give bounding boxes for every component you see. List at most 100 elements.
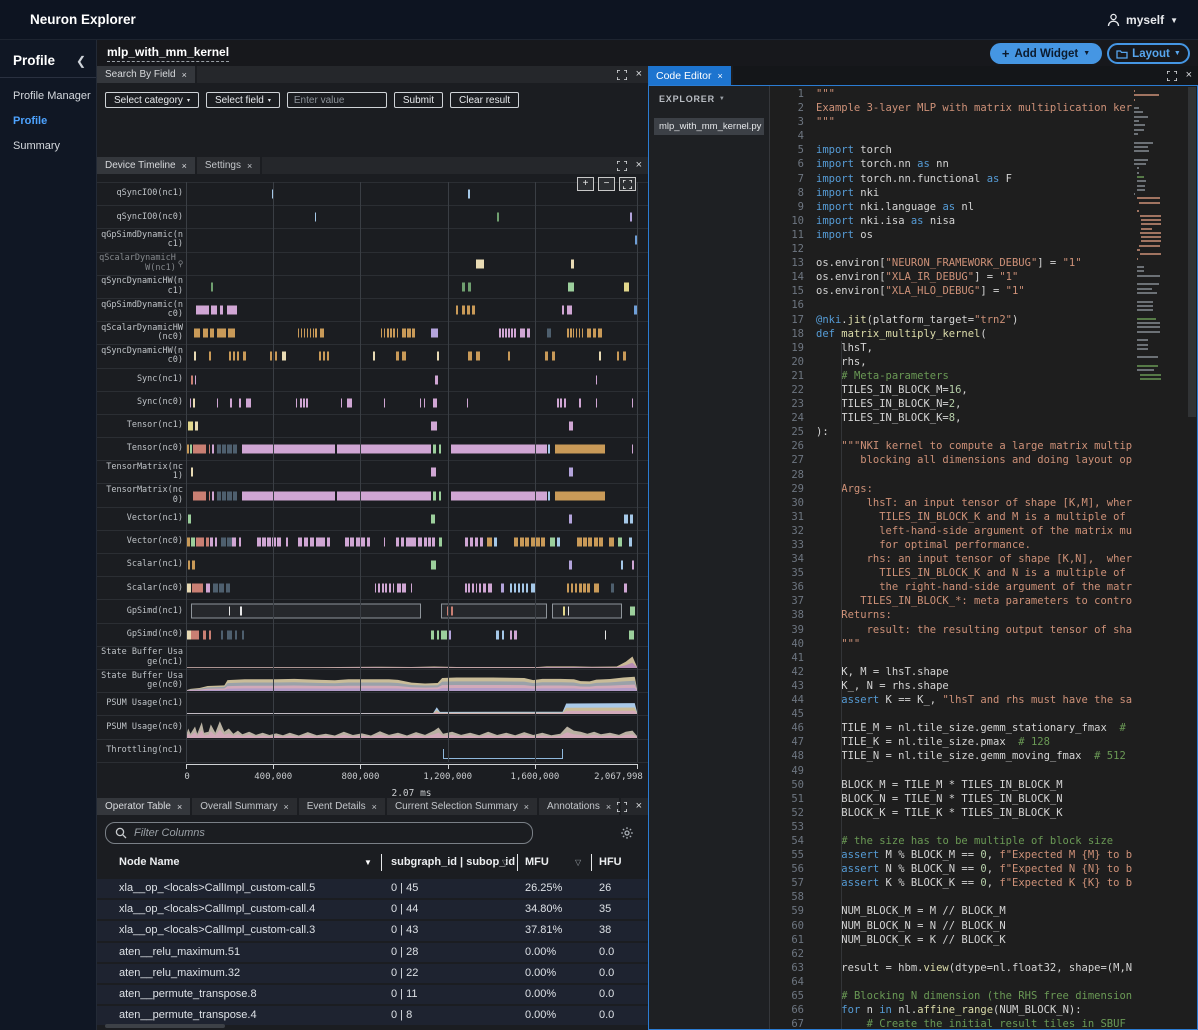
clear-result-button[interactable]: Clear result xyxy=(450,92,519,108)
timeline-track-plot[interactable] xyxy=(186,670,637,692)
timeline-event[interactable] xyxy=(536,537,540,546)
tab-annotations[interactable]: Annotations× xyxy=(539,798,621,815)
timeline-event[interactable] xyxy=(499,329,501,338)
timeline-event[interactable] xyxy=(397,329,399,338)
timeline-event[interactable] xyxy=(472,306,475,315)
tab-current-selection-summary[interactable]: Current Selection Summary× xyxy=(387,798,539,815)
timeline-event[interactable] xyxy=(514,630,516,639)
timeline-event[interactable] xyxy=(609,537,614,546)
timeline-event[interactable] xyxy=(548,491,551,500)
tab-close-icon[interactable]: × xyxy=(247,161,252,171)
tab-event-details[interactable]: Event Details× xyxy=(299,798,387,815)
timeline-event[interactable] xyxy=(401,537,404,546)
timeline-event[interactable] xyxy=(384,537,386,546)
timeline-event[interactable] xyxy=(433,491,436,500)
timeline-event[interactable] xyxy=(385,584,387,593)
timeline-track-plot[interactable] xyxy=(186,345,637,367)
timeline-event[interactable] xyxy=(599,537,603,546)
tab-operator-table[interactable]: Operator Table× xyxy=(97,798,192,815)
timeline-event[interactable] xyxy=(618,537,622,546)
timeline-event[interactable] xyxy=(310,329,312,338)
code-editor-area[interactable]: 1"""2Example 3-layer MLP with matrix mul… xyxy=(770,86,1197,1029)
sort-icon[interactable]: ▽ xyxy=(575,858,581,867)
timeline-event[interactable] xyxy=(462,282,465,291)
timeline-event[interactable] xyxy=(396,352,400,361)
timeline-event[interactable] xyxy=(196,306,209,315)
timeline-event[interactable] xyxy=(518,584,520,593)
column-header-node-name[interactable]: Node Name xyxy=(119,856,180,868)
timeline-event[interactable] xyxy=(560,398,562,407)
timeline-track-plot[interactable] xyxy=(186,600,637,622)
timeline-event[interactable] xyxy=(468,282,471,291)
timeline-event[interactable] xyxy=(347,398,351,407)
timeline-event[interactable] xyxy=(632,398,634,407)
timeline-event[interactable] xyxy=(599,352,602,361)
timeline-event[interactable] xyxy=(621,561,623,570)
timeline-event[interactable] xyxy=(191,375,193,384)
timeline-event[interactable] xyxy=(194,352,196,361)
close-icon[interactable]: × xyxy=(636,160,642,171)
timeline-event[interactable] xyxy=(587,584,589,593)
tab-search-by-field[interactable]: Search By Field× xyxy=(97,66,197,83)
timeline-event[interactable] xyxy=(350,537,354,546)
timeline-event[interactable] xyxy=(468,352,472,361)
timeline-event[interactable] xyxy=(514,329,516,338)
timeline-event[interactable] xyxy=(341,398,343,407)
timeline-event[interactable] xyxy=(557,537,560,546)
table-row[interactable]: aten__permute_transpose.40 | 80.00%0.0 xyxy=(97,1006,648,1025)
timeline-event[interactable] xyxy=(375,584,377,593)
timeline-event[interactable] xyxy=(298,329,300,338)
timeline-event[interactable] xyxy=(345,537,349,546)
timeline-event[interactable] xyxy=(190,445,192,454)
timeline-track-plot[interactable] xyxy=(186,322,637,344)
timeline-track-label[interactable]: qSyncDynamicHW(nc1) xyxy=(97,276,183,298)
expand-icon[interactable] xyxy=(617,70,627,80)
timeline-event[interactable] xyxy=(233,491,237,500)
timeline-event[interactable] xyxy=(237,352,239,361)
timeline-event[interactable] xyxy=(188,514,192,523)
add-widget-button[interactable]: + Add Widget ▼ xyxy=(990,43,1102,64)
selection-bracket[interactable] xyxy=(443,749,563,759)
timeline-event[interactable] xyxy=(629,630,634,639)
timeline-track-label[interactable]: qGpSimdDynamic(nc1) xyxy=(97,229,183,251)
timeline-event[interactable] xyxy=(555,445,606,454)
timeline-event[interactable] xyxy=(222,491,226,500)
tab-close-icon[interactable]: × xyxy=(283,802,288,812)
timeline-event[interactable] xyxy=(203,630,206,639)
timeline-event[interactable] xyxy=(496,630,498,639)
timeline-track-plot[interactable] xyxy=(186,554,637,576)
timeline-event[interactable] xyxy=(384,398,386,407)
timeline-track-plot[interactable] xyxy=(186,415,637,437)
timeline-track-label[interactable]: Tensor(nc0) xyxy=(97,438,183,460)
timeline-event[interactable] xyxy=(571,584,573,593)
timeline-event[interactable] xyxy=(630,514,633,523)
timeline-event[interactable] xyxy=(480,537,484,546)
timeline-event[interactable] xyxy=(221,537,226,546)
timeline-event[interactable] xyxy=(564,398,566,407)
explorer-header[interactable]: EXPLORER ▼ xyxy=(649,86,769,108)
timeline-event[interactable] xyxy=(270,352,272,361)
timeline-event[interactable] xyxy=(239,537,241,546)
timeline-event[interactable] xyxy=(209,491,211,500)
timeline-event[interactable] xyxy=(569,468,572,477)
timeline-event[interactable] xyxy=(296,398,298,407)
timeline-event[interactable] xyxy=(541,537,545,546)
timeline-track-plot[interactable] xyxy=(186,740,637,762)
timeline-event[interactable] xyxy=(191,630,199,639)
timeline-event[interactable] xyxy=(235,630,237,639)
timeline-event[interactable] xyxy=(307,329,309,338)
timeline-event[interactable] xyxy=(617,352,620,361)
timeline-event[interactable] xyxy=(611,584,614,593)
timeline-event[interactable] xyxy=(397,584,401,593)
timeline-track-label[interactable]: PSUM Usage(nc1) xyxy=(97,693,183,715)
timeline-event[interactable] xyxy=(222,445,226,454)
timeline-event[interactable] xyxy=(227,491,231,500)
tab-close-icon[interactable]: × xyxy=(524,802,529,812)
timeline-event[interactable] xyxy=(465,537,469,546)
timeline-event[interactable] xyxy=(439,491,441,500)
tab-close-icon[interactable]: × xyxy=(182,161,187,171)
timeline-event[interactable] xyxy=(418,537,423,546)
timeline-event[interactable] xyxy=(570,329,572,338)
timeline-event[interactable] xyxy=(571,259,574,268)
timeline-event[interactable] xyxy=(390,329,392,338)
